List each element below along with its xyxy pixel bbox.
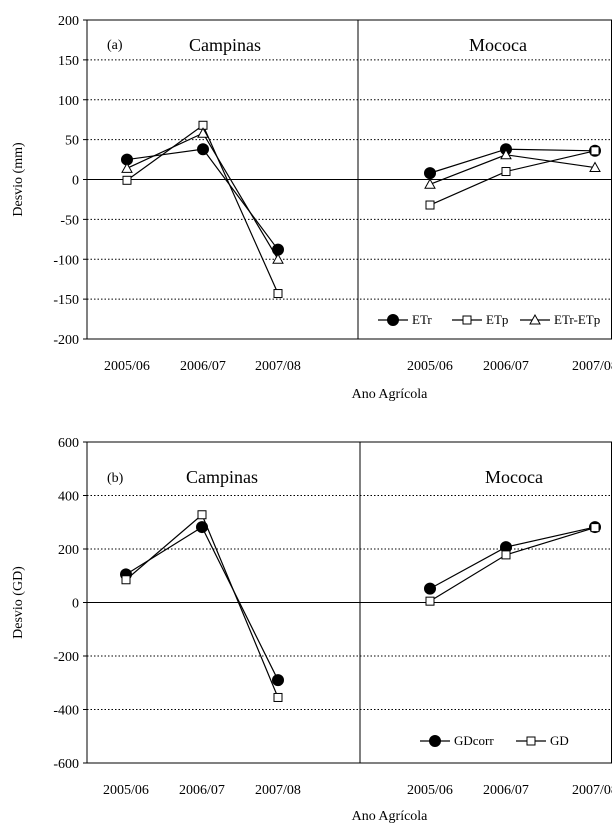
y-tick-label: -200 bbox=[53, 650, 79, 665]
y-tick-label: 400 bbox=[58, 490, 79, 505]
y-tick-label: 200 bbox=[58, 543, 79, 558]
x-tick-label: 2007/08 bbox=[255, 783, 301, 798]
x-axis-title: Ano Agrícola bbox=[352, 809, 429, 824]
data-point-etr-etp bbox=[589, 161, 601, 173]
legend-label-gdcorr: GDcorr bbox=[454, 733, 494, 748]
data-point-etr bbox=[424, 167, 436, 180]
data-point-etp bbox=[501, 167, 511, 177]
x-tick-label: 2006/07 bbox=[483, 359, 529, 374]
legend-label-etr-etp: ETr-ETp bbox=[554, 312, 600, 327]
x-tick-label: 2005/06 bbox=[103, 783, 149, 798]
y-tick-label: -200 bbox=[53, 333, 79, 348]
chart-panel-a: 200 150 100 50 0 -50 -100 -150 -200 (a) Desvio (mm… bbox=[11, 14, 612, 402]
legend-marker-etp bbox=[462, 315, 472, 325]
legend-marker-etr bbox=[387, 314, 399, 326]
site-label-campinas: Campinas bbox=[186, 467, 258, 487]
data-point-gd bbox=[121, 575, 131, 585]
data-point-gd bbox=[590, 523, 600, 533]
x-tick-label: 2005/06 bbox=[407, 359, 453, 374]
y-tick-label: -400 bbox=[53, 704, 79, 719]
y-tick-label: 150 bbox=[58, 54, 79, 69]
legend-marker-gd bbox=[526, 736, 536, 746]
legend-label-etr: ETr bbox=[412, 312, 432, 327]
data-point-gd bbox=[425, 596, 435, 606]
data-point-gd bbox=[197, 510, 207, 520]
series-line-mococa-gd bbox=[429, 527, 596, 602]
data-point-etr-etp bbox=[424, 178, 436, 189]
panel-label: (b) bbox=[107, 471, 124, 486]
data-point-gd bbox=[273, 692, 283, 702]
series-line-mococa-etp bbox=[429, 150, 596, 206]
series-line-campinas-gd bbox=[125, 513, 279, 698]
x-tick-label: 2007/08 bbox=[572, 359, 612, 374]
data-point-etp bbox=[425, 200, 435, 210]
series-line-campinas-gdcorr bbox=[125, 526, 279, 681]
data-point-etr-etp bbox=[500, 148, 512, 160]
y-tick-label: 0 bbox=[72, 174, 79, 189]
data-point-etp bbox=[122, 175, 132, 185]
x-tick-label: 2006/07 bbox=[179, 783, 225, 798]
data-point-gdcorr bbox=[424, 582, 436, 595]
data-point-etp bbox=[590, 146, 600, 156]
x-tick-label: 2006/07 bbox=[180, 359, 226, 374]
data-point-etr-etp bbox=[272, 253, 284, 264]
data-point-gdcorr bbox=[272, 674, 284, 687]
y-tick-label: -50 bbox=[60, 213, 79, 228]
series-line-mococa-gdcorr bbox=[429, 526, 596, 590]
data-point-gd bbox=[501, 550, 511, 560]
site-label-mococa: Mococa bbox=[469, 35, 527, 55]
site-label-campinas: Campinas bbox=[189, 35, 261, 55]
y-tick-label: 0 bbox=[72, 597, 79, 612]
legend-label-gd: GD bbox=[550, 733, 569, 748]
x-tick-label: 2007/08 bbox=[255, 359, 301, 374]
y-tick-label: -150 bbox=[53, 293, 79, 308]
y-tick-label: 200 bbox=[58, 14, 79, 29]
y-axis-title: Desvio (mm) bbox=[11, 142, 26, 217]
y-tick-label: 100 bbox=[58, 94, 79, 109]
legend-marker-etr-etp bbox=[529, 313, 541, 325]
x-tick-label: 2006/07 bbox=[483, 783, 529, 798]
legend-label-etp: ETp bbox=[486, 312, 508, 327]
panel-label: (a) bbox=[107, 38, 123, 53]
data-point-etr-etp bbox=[197, 127, 209, 138]
chart-panel-b: 600 400 200 0 -200 -400 -600 (b) Desvio (GD) Ano … bbox=[11, 436, 612, 824]
x-axis-title: Ano Agrícola bbox=[352, 387, 429, 402]
y-axis-title: Desvio (GD) bbox=[11, 566, 26, 639]
y-tick-label: -600 bbox=[53, 757, 79, 772]
y-tick-label: 50 bbox=[65, 134, 79, 149]
x-tick-label: 2005/06 bbox=[104, 359, 150, 374]
data-point-gdcorr bbox=[196, 521, 208, 534]
x-tick-label: 2005/06 bbox=[407, 783, 453, 798]
data-point-etp bbox=[273, 289, 283, 299]
site-label-mococa: Mococa bbox=[485, 467, 543, 487]
y-tick-label: 600 bbox=[58, 436, 79, 451]
y-tick-label: -100 bbox=[53, 253, 79, 268]
x-tick-label: 2007/08 bbox=[572, 783, 612, 798]
data-point-etr bbox=[197, 143, 209, 156]
data-point-etr-etp bbox=[121, 162, 133, 173]
legend-marker-gdcorr bbox=[429, 735, 441, 747]
